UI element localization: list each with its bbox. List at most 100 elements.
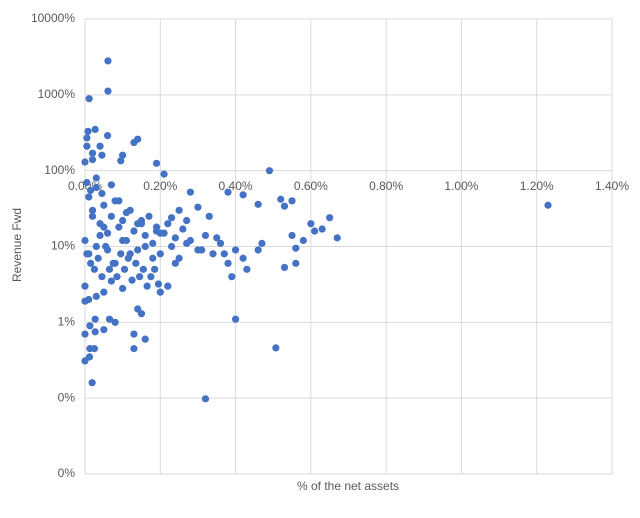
point bbox=[107, 277, 115, 285]
point bbox=[149, 239, 157, 247]
point bbox=[105, 315, 114, 323]
x-tick-label: 1.20% bbox=[520, 179, 554, 193]
x-tick-label: 0.60% bbox=[294, 179, 328, 193]
point bbox=[115, 223, 123, 231]
y-tick-label: 10000% bbox=[31, 11, 75, 25]
point bbox=[85, 250, 93, 258]
point bbox=[119, 216, 127, 225]
x-axis-label: % of the net assets bbox=[297, 479, 399, 493]
point bbox=[134, 246, 142, 254]
point bbox=[107, 212, 115, 220]
point bbox=[205, 212, 213, 220]
point bbox=[81, 330, 89, 338]
x-tick-label: 0.40% bbox=[219, 179, 253, 193]
point bbox=[292, 244, 300, 252]
point bbox=[86, 322, 94, 330]
point bbox=[87, 259, 95, 267]
point bbox=[145, 212, 153, 220]
point bbox=[299, 236, 307, 245]
point bbox=[175, 254, 183, 262]
point bbox=[183, 239, 191, 247]
point bbox=[231, 246, 240, 254]
point bbox=[318, 225, 326, 233]
point bbox=[88, 212, 97, 220]
point bbox=[130, 227, 138, 235]
point bbox=[141, 231, 149, 240]
point bbox=[98, 273, 106, 281]
point bbox=[258, 239, 266, 247]
x-tick-label: 0.20% bbox=[143, 179, 177, 193]
point bbox=[94, 254, 102, 262]
point bbox=[292, 259, 300, 267]
point bbox=[277, 195, 285, 203]
y-tick-label: 0% bbox=[58, 390, 76, 404]
point bbox=[137, 310, 146, 318]
point bbox=[254, 200, 262, 208]
point bbox=[81, 158, 89, 166]
point bbox=[100, 223, 108, 231]
point bbox=[92, 174, 100, 182]
point bbox=[198, 246, 206, 254]
point bbox=[103, 132, 112, 140]
point bbox=[137, 216, 146, 225]
point bbox=[213, 234, 221, 242]
point bbox=[88, 206, 97, 214]
point bbox=[90, 265, 99, 273]
point bbox=[128, 276, 136, 284]
x-tick-label: 0.80% bbox=[369, 179, 403, 193]
y-tick-label: 1% bbox=[58, 315, 76, 329]
point bbox=[92, 242, 100, 251]
point bbox=[135, 273, 144, 281]
point bbox=[201, 231, 210, 240]
point bbox=[224, 259, 232, 267]
point bbox=[111, 259, 119, 267]
point bbox=[265, 167, 274, 175]
y-tick-label: 10% bbox=[51, 239, 75, 253]
point bbox=[87, 186, 95, 194]
point bbox=[164, 220, 172, 228]
point bbox=[288, 231, 296, 240]
point bbox=[85, 95, 93, 103]
point bbox=[186, 188, 194, 196]
point bbox=[130, 345, 138, 353]
point bbox=[119, 284, 127, 293]
point bbox=[333, 234, 341, 242]
point bbox=[86, 345, 94, 353]
point bbox=[103, 229, 112, 237]
point bbox=[130, 330, 138, 338]
point bbox=[326, 214, 334, 222]
point bbox=[239, 254, 247, 262]
point bbox=[120, 265, 129, 273]
point bbox=[81, 282, 89, 290]
point bbox=[111, 318, 119, 326]
point bbox=[105, 265, 114, 273]
point bbox=[113, 273, 121, 281]
point bbox=[307, 220, 315, 228]
x-tick-label: 1.40% bbox=[595, 179, 629, 193]
point bbox=[126, 250, 134, 258]
point bbox=[216, 239, 225, 247]
point bbox=[194, 203, 202, 211]
y-tick-label: 0% bbox=[58, 466, 76, 480]
point bbox=[149, 254, 157, 262]
point bbox=[272, 344, 280, 352]
point bbox=[132, 259, 140, 267]
point bbox=[171, 259, 179, 267]
point bbox=[179, 225, 187, 233]
point bbox=[147, 273, 155, 281]
point bbox=[107, 181, 115, 189]
point bbox=[160, 170, 168, 178]
point bbox=[81, 297, 89, 305]
point bbox=[91, 328, 99, 336]
point bbox=[544, 201, 552, 209]
point bbox=[141, 242, 149, 251]
point bbox=[288, 197, 296, 205]
point bbox=[171, 234, 179, 242]
point bbox=[84, 127, 92, 135]
point bbox=[100, 201, 108, 209]
point bbox=[100, 326, 108, 334]
point bbox=[152, 159, 161, 167]
point bbox=[92, 183, 100, 192]
point bbox=[88, 379, 96, 387]
point bbox=[83, 134, 91, 142]
